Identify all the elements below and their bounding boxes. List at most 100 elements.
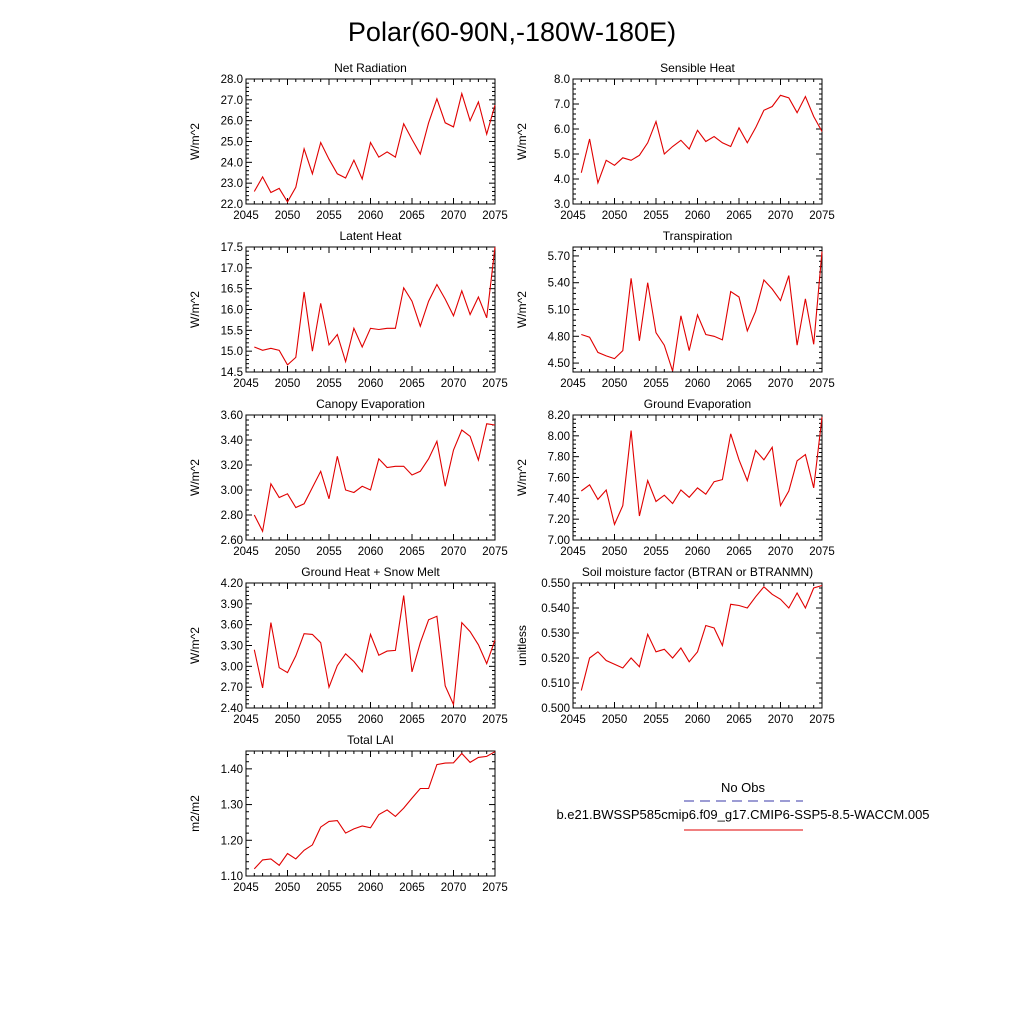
- chart-panel-8: Soil moisture factor (BTRAN or BTRANMN) u…: [515, 565, 835, 726]
- x-tick-label: 2060: [358, 378, 384, 390]
- x-tick-label: 2050: [275, 210, 301, 222]
- y-tick-label: 3.00: [221, 661, 243, 673]
- y-tick-label: 24.0: [221, 157, 243, 169]
- x-tick-label: 2055: [316, 546, 342, 558]
- panel-title: Soil moisture factor (BTRAN or BTRANMN): [582, 565, 813, 579]
- x-tick-label: 2070: [768, 546, 794, 558]
- x-tick-label: 2045: [560, 714, 586, 726]
- y-tick-label: 8.20: [548, 410, 570, 422]
- y-tick-label: 22.0: [221, 199, 243, 211]
- y-tick-label: 0.500: [541, 703, 570, 715]
- x-tick-label: 2045: [233, 210, 259, 222]
- x-tick-label: 2075: [482, 714, 508, 726]
- x-tick-label: 2065: [726, 546, 752, 558]
- panel-title: Transpiration: [663, 229, 733, 243]
- panel-title: Canopy Evaporation: [316, 397, 425, 411]
- series-line: [254, 246, 496, 366]
- y-tick-label: 8.0: [554, 74, 570, 86]
- x-tick-label: 2055: [316, 210, 342, 222]
- x-tick-label: 2065: [399, 882, 425, 894]
- panel-title: Total LAI: [347, 733, 394, 747]
- x-tick-label: 2075: [482, 378, 508, 390]
- x-tick-label: 2070: [768, 210, 794, 222]
- y-tick-label: 3.60: [221, 620, 243, 632]
- panel-title: Sensible Heat: [660, 61, 735, 75]
- panels: Net Radiation W/m^2 2045 2050 2055 2060 2065 20…: [188, 61, 835, 894]
- x-tick-label: 2055: [643, 378, 669, 390]
- y-tick-label: 7.00: [548, 535, 570, 547]
- x-tick-label: 2065: [399, 714, 425, 726]
- x-tick-label: 2075: [482, 546, 508, 558]
- x-tick-label: 2045: [233, 714, 259, 726]
- series-line: [253, 91, 496, 203]
- x-tick-label: 2070: [441, 546, 467, 558]
- x-tick-label: 2060: [358, 882, 384, 894]
- y-tick-label: 3.0: [554, 199, 570, 211]
- y-tick-label: 2.60: [221, 535, 243, 547]
- x-tick-label: 2075: [809, 546, 835, 558]
- y-tick-label: 2.80: [221, 510, 243, 522]
- series-line: [253, 595, 496, 707]
- chart-panel-7: Ground Heat + Snow Melt W/m^2 2045 2050 2055…: [188, 565, 508, 726]
- x-tick-label: 2065: [399, 210, 425, 222]
- y-tick-label: 1.30: [221, 800, 243, 812]
- x-tick-label: 2050: [602, 210, 628, 222]
- y-tick-label: 0.520: [541, 653, 570, 665]
- y-tick-label: 17.0: [221, 263, 243, 275]
- y-tick-label: 4.80: [548, 331, 570, 343]
- x-tick-label: 2065: [726, 378, 752, 390]
- x-tick-label: 2060: [685, 546, 711, 558]
- x-tick-label: 2065: [726, 210, 752, 222]
- x-tick-label: 2050: [275, 546, 301, 558]
- y-tick-label: 7.40: [548, 493, 570, 505]
- x-tick-label: 2060: [358, 210, 384, 222]
- y-tick-label: 7.80: [548, 452, 570, 464]
- x-tick-label: 2060: [685, 210, 711, 222]
- x-tick-label: 2045: [560, 546, 586, 558]
- y-tick-label: 25.0: [221, 137, 243, 149]
- x-tick-label: 2050: [602, 714, 628, 726]
- x-tick-label: 2060: [358, 546, 384, 558]
- x-tick-label: 2055: [643, 210, 669, 222]
- y-tick-label: 8.00: [548, 431, 570, 443]
- x-tick-label: 2060: [685, 378, 711, 390]
- y-tick-label: 26.0: [221, 116, 243, 128]
- y-axis-label: W/m^2: [515, 459, 529, 496]
- x-tick-label: 2050: [275, 378, 301, 390]
- chart-panel-3: Latent Heat W/m^2 2045 2050 2055 2060 2065 2070…: [188, 229, 508, 390]
- y-tick-label: 14.5: [221, 367, 243, 379]
- chart-panel-2: Sensible Heat W/m^2 2045 2050 2055 2060 2065 20…: [515, 61, 835, 222]
- plot-frame: [245, 414, 496, 541]
- y-tick-label: 0.530: [541, 628, 570, 640]
- y-axis-label: W/m^2: [188, 291, 202, 328]
- x-tick-label: 2070: [441, 882, 467, 894]
- y-tick-label: 28.0: [221, 74, 243, 86]
- y-tick-label: 7.60: [548, 473, 570, 485]
- plot-frame: [245, 246, 496, 373]
- y-axis-label: W/m^2: [188, 123, 202, 160]
- y-tick-label: 17.5: [221, 242, 243, 254]
- plot-frame: [572, 246, 823, 373]
- y-tick-label: 7.20: [548, 514, 570, 526]
- x-tick-label: 2045: [560, 210, 586, 222]
- panel-title: Net Radiation: [334, 61, 407, 75]
- x-tick-label: 2055: [316, 714, 342, 726]
- x-tick-label: 2070: [441, 714, 467, 726]
- y-tick-label: 5.70: [548, 251, 570, 263]
- x-tick-label: 2050: [602, 546, 628, 558]
- x-tick-label: 2065: [399, 546, 425, 558]
- x-tick-label: 2070: [768, 714, 794, 726]
- y-tick-label: 15.0: [221, 346, 243, 358]
- x-tick-label: 2075: [809, 378, 835, 390]
- x-tick-label: 2075: [809, 714, 835, 726]
- series-line: [580, 584, 823, 691]
- x-tick-label: 2045: [233, 546, 259, 558]
- y-tick-label: 2.70: [221, 682, 243, 694]
- series-line: [253, 751, 496, 870]
- panel-title: Latent Heat: [339, 229, 402, 243]
- x-tick-label: 2070: [441, 210, 467, 222]
- y-tick-label: 7.0: [554, 99, 570, 111]
- y-tick-label: 2.40: [221, 703, 243, 715]
